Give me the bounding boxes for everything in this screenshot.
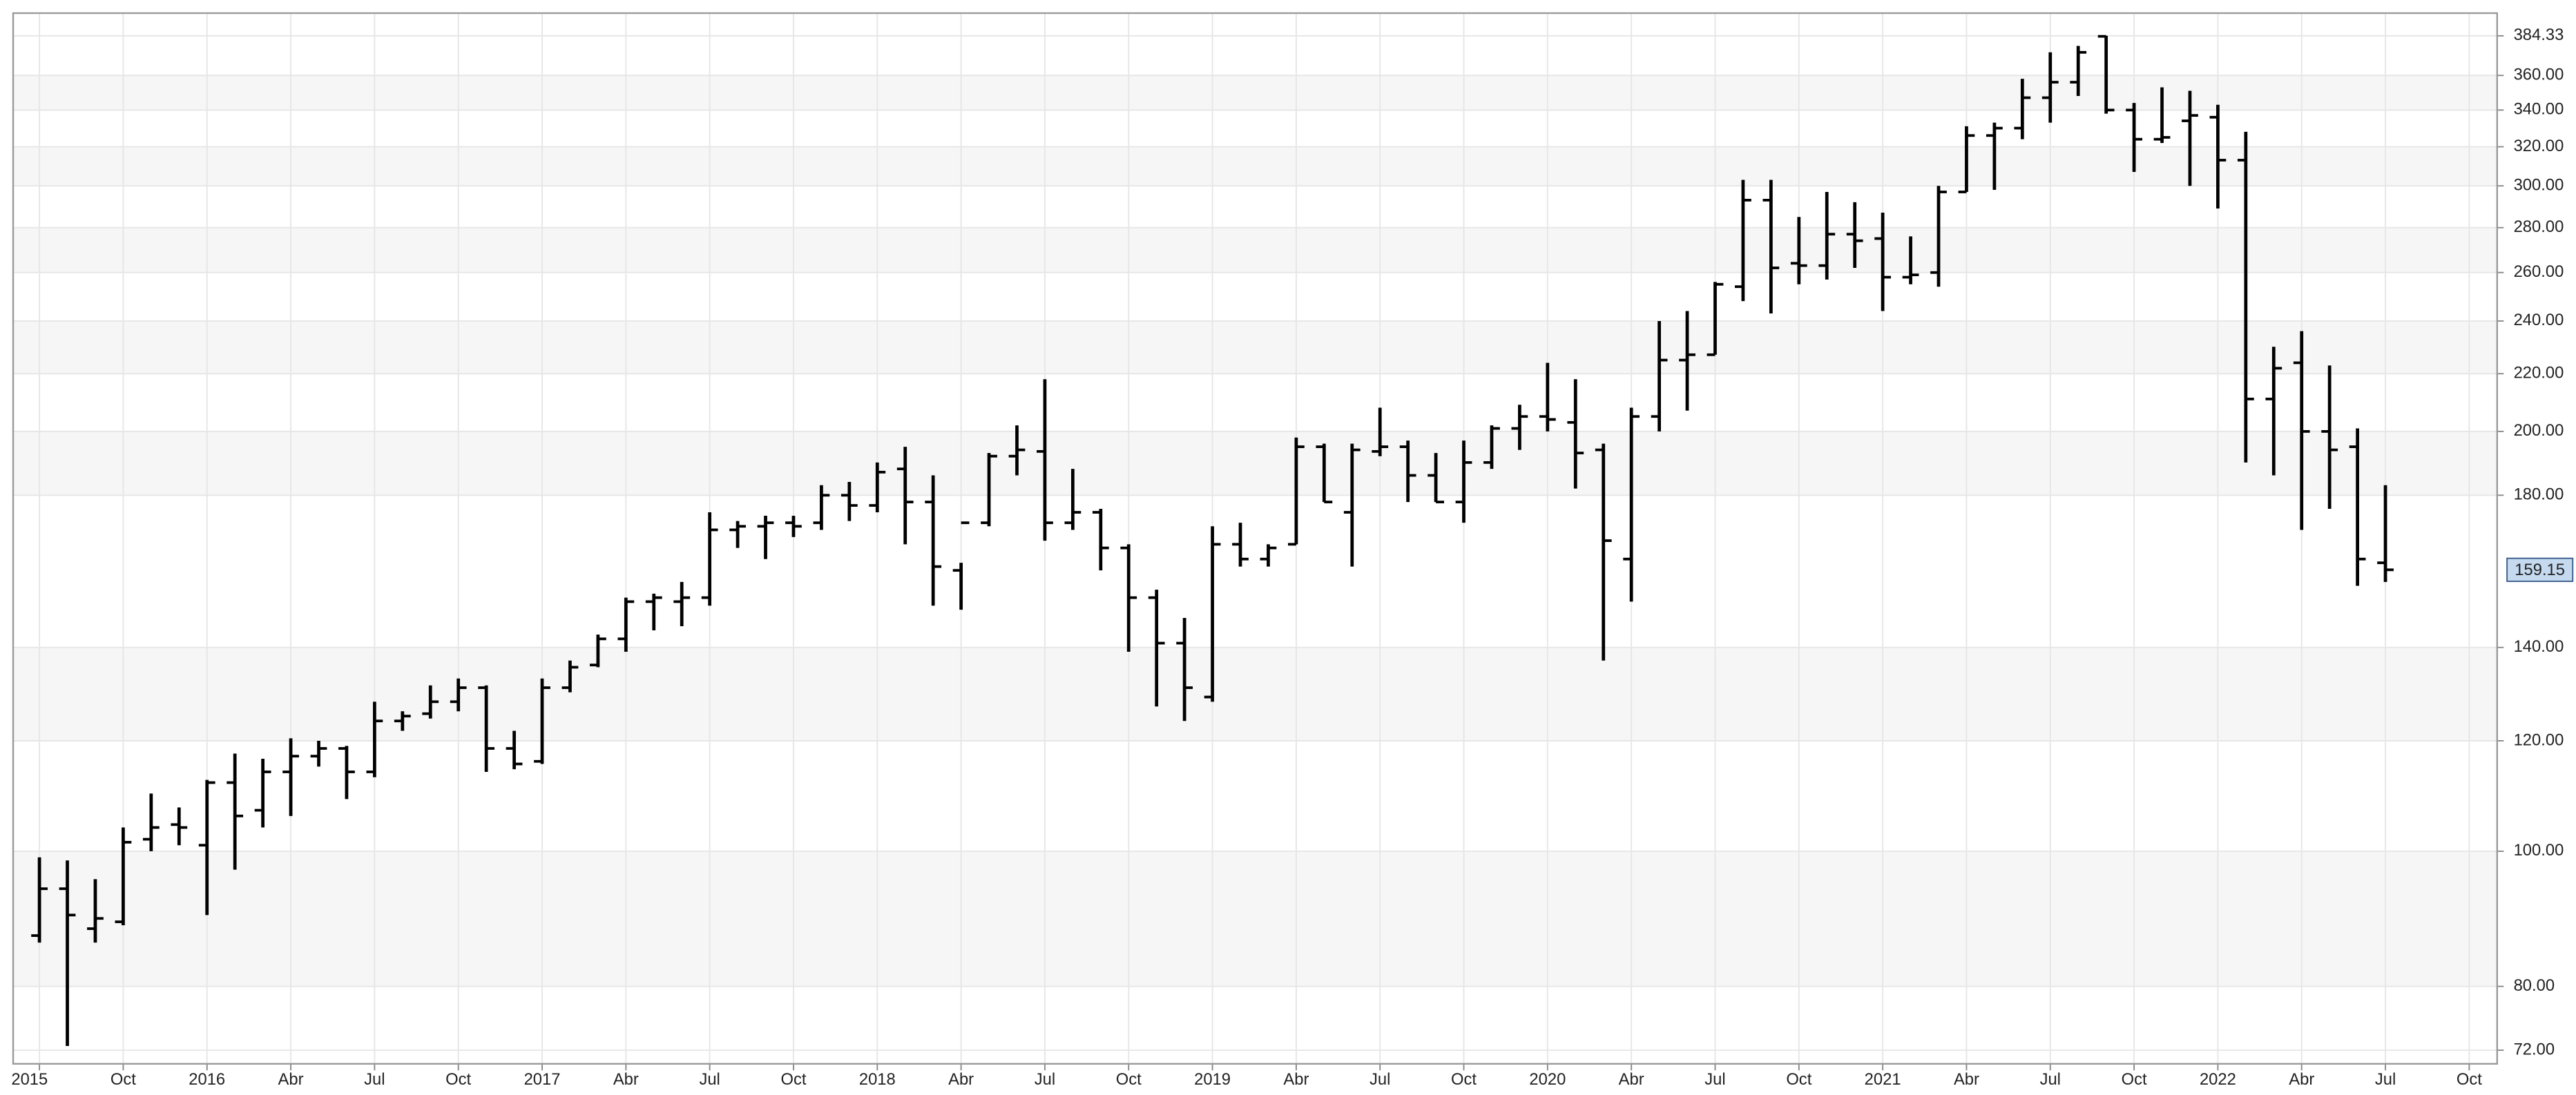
band [13, 431, 2497, 496]
y-tick-label: 340.00 [2514, 100, 2564, 119]
y-tick-label: 300.00 [2514, 175, 2564, 194]
labels: 72.00 80.00 100.00 120.00 140.00 180.00 200.00… [11, 26, 2574, 1089]
x-tick-label: Abr [613, 1070, 639, 1089]
x-tick-label: 2017 [524, 1070, 561, 1089]
y-tick-label: 100.00 [2514, 841, 2564, 860]
price-tag [2506, 557, 2574, 582]
y-tick-label: 180.00 [2514, 485, 2564, 504]
y-tick-label: 140.00 [2514, 637, 2564, 656]
plot-frame [12, 12, 2499, 1065]
x-tick-label: 2020 [1529, 1070, 1566, 1089]
y-tick-label: 72.00 [2514, 1040, 2555, 1058]
x-tick-label: Abr [1283, 1070, 1309, 1089]
bands [13, 75, 2497, 987]
x-tick-label: Abr [278, 1070, 304, 1089]
x-tick-label: 2021 [1865, 1070, 1901, 1089]
marks [31, 35, 2394, 1047]
y-tick-label: 120.00 [2514, 730, 2564, 749]
y-tick-label: 280.00 [2514, 217, 2564, 236]
y-tick-label: 320.00 [2514, 137, 2564, 155]
x-tick-label: 2015 [11, 1070, 48, 1089]
x-tick-label: Jul [1704, 1070, 1725, 1089]
price-tag-label: 159.15 [2515, 561, 2565, 579]
x-tick-label: Oct [110, 1070, 136, 1089]
x-tick-label: Abr [948, 1070, 974, 1089]
band [13, 647, 2497, 741]
y-tick-label: 260.00 [2514, 262, 2564, 281]
x-tick-label: Oct [1786, 1070, 1811, 1089]
x-tick-label: Jul [699, 1070, 720, 1089]
x-tick-label: Abr [1954, 1070, 1979, 1089]
band [13, 227, 2497, 273]
x-tick-label: Jul [2375, 1070, 2396, 1089]
y-tick-label: 360.00 [2514, 66, 2564, 84]
y-tick-label: 200.00 [2514, 421, 2564, 440]
x-tick-label: Abr [1619, 1070, 1644, 1089]
band [13, 146, 2497, 186]
x-tick-label: 2022 [2200, 1070, 2236, 1089]
grid [13, 13, 2504, 1071]
x-tick-label: Jul [364, 1070, 385, 1089]
y-tick-label: 220.00 [2514, 364, 2564, 382]
x-tick-label: Jul [2040, 1070, 2061, 1089]
x-tick-label: Abr [2289, 1070, 2314, 1089]
x-tick-label: Oct [780, 1070, 806, 1089]
x-tick-label: Oct [445, 1070, 471, 1089]
band [13, 75, 2497, 110]
x-tick-label: 2016 [189, 1070, 225, 1089]
x-tick-label: 2019 [1194, 1070, 1231, 1089]
y-tick-label: 80.00 [2514, 976, 2555, 995]
x-tick-label: Jul [1369, 1070, 1390, 1089]
x-tick-label: Jul [1035, 1070, 1055, 1089]
x-tick-label: 2018 [859, 1070, 896, 1089]
y-tick-label: 240.00 [2514, 311, 2564, 329]
x-tick-label: Oct [2122, 1070, 2147, 1089]
y-tick-label: 384.33 [2514, 26, 2564, 44]
x-tick-label: Oct [1116, 1070, 1142, 1089]
x-tick-label: Oct [2457, 1070, 2482, 1089]
band [13, 320, 2497, 374]
x-tick-label: Oct [1451, 1070, 1477, 1089]
band [13, 851, 2497, 987]
